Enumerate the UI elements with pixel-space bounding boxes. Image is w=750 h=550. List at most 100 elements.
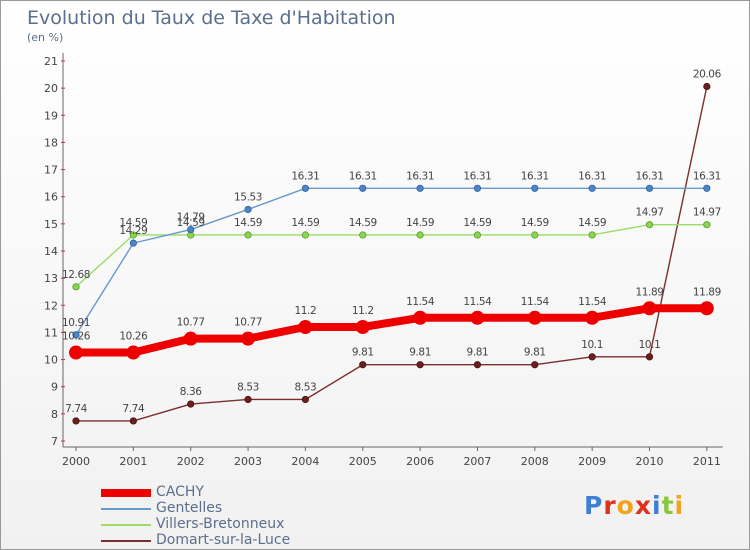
data-point-domart-sur-la-luce [645, 353, 654, 361]
proxiti-logo: Proxiti [584, 491, 685, 520]
data-point-domart-sur-la-luce [473, 361, 482, 369]
data-point-villers-bretonneux [588, 231, 596, 239]
data-label-cachy: 11.2 [295, 305, 317, 317]
data-point-domart-sur-la-luce [244, 395, 252, 404]
data-point-cachy [642, 301, 657, 316]
data-label-domart-sur-la-luce: 20.06 [693, 69, 722, 81]
chart-unit-label: (en %) [27, 31, 64, 44]
y-tick-label: 9 [51, 381, 58, 394]
data-label-villers-bretonneux: 14.59 [349, 217, 377, 229]
data-label-cachy: 11.54 [463, 296, 492, 308]
data-point-cachy [241, 331, 256, 346]
data-label-gentelles: 14.79 [177, 212, 205, 224]
data-point-gentelles [531, 184, 539, 192]
data-label-cachy: 10.77 [234, 317, 262, 329]
legend-label-villers-bretonneux: Villers-Bretonneux [156, 516, 285, 532]
series-line-domart-sur-la-luce [76, 86, 708, 422]
y-tick-label: 7 [51, 435, 58, 448]
data-label-gentelles: 16.31 [693, 170, 721, 182]
data-point-gentelles [129, 239, 137, 247]
data-label-domart-sur-la-luce: 9.81 [467, 347, 489, 359]
y-tick-label: 15 [44, 218, 58, 231]
data-label-domart-sur-la-luce: 10.1 [639, 339, 661, 351]
x-tick-label: 2008 [521, 455, 549, 468]
data-label-gentelles: 16.31 [291, 170, 319, 182]
y-tick-label: 21 [44, 55, 58, 68]
y-tick-label: 16 [44, 191, 58, 204]
data-point-gentelles [473, 184, 482, 192]
data-point-gentelles [187, 225, 195, 234]
data-point-gentelles [72, 331, 80, 339]
data-label-cachy: 11.54 [578, 296, 607, 308]
data-label-gentelles: 16.31 [349, 170, 377, 182]
data-label-domart-sur-la-luce: 9.81 [352, 347, 374, 359]
data-point-domart-sur-la-luce [301, 395, 309, 404]
data-point-gentelles [359, 184, 367, 192]
data-label-villers-bretonneux: 14.59 [291, 217, 319, 229]
data-point-villers-bretonneux [531, 231, 539, 239]
y-tick-label: 14 [44, 245, 58, 258]
y-tick-label: 10 [44, 354, 58, 367]
data-point-domart-sur-la-luce [703, 82, 711, 91]
data-point-villers-bretonneux [244, 231, 252, 239]
data-label-cachy: 10.77 [177, 317, 205, 329]
data-label-villers-bretonneux: 14.59 [578, 217, 606, 229]
data-label-villers-bretonneux: 14.59 [406, 217, 434, 229]
data-label-villers-bretonneux: 14.59 [521, 217, 549, 229]
series-line-gentelles [75, 187, 707, 336]
data-label-domart-sur-la-luce: 8.36 [180, 386, 202, 398]
data-point-domart-sur-la-luce [588, 353, 596, 361]
data-label-domart-sur-la-luce: 7.74 [122, 403, 144, 415]
data-label-domart-sur-la-luce: 8.53 [295, 381, 317, 393]
chart-title: Evolution du Taux de Taxe d'Habitation [27, 7, 396, 29]
y-tick-label: 19 [44, 109, 58, 122]
y-tick-label: 11 [44, 326, 58, 339]
data-label-gentelles: 15.53 [234, 191, 262, 203]
data-point-gentelles [416, 184, 424, 192]
data-point-cachy [699, 301, 714, 316]
x-tick-label: 2006 [406, 455, 434, 468]
y-tick-label: 8 [51, 408, 58, 421]
data-point-domart-sur-la-luce [416, 361, 424, 369]
data-point-villers-bretonneux [416, 231, 424, 239]
data-label-villers-bretonneux: 14.59 [119, 217, 147, 229]
series-line-cachy [76, 304, 707, 357]
data-point-gentelles [588, 184, 596, 192]
data-label-cachy: 11.2 [352, 305, 374, 317]
y-tick-label: 17 [44, 164, 58, 177]
data-label-domart-sur-la-luce: 10.1 [581, 339, 603, 351]
data-point-cachy [126, 345, 141, 360]
data-point-cachy [413, 310, 428, 325]
data-point-domart-sur-la-luce [187, 400, 195, 408]
y-tick-label: 18 [44, 136, 58, 149]
data-point-cachy [298, 320, 313, 334]
data-point-gentelles [703, 184, 711, 192]
data-point-villers-bretonneux [72, 283, 80, 291]
data-label-villers-bretonneux: 14.97 [693, 207, 721, 219]
x-tick-label: 2010 [636, 455, 664, 468]
legend-label-domart-sur-la-luce: Domart-sur-la-Luce [156, 532, 291, 548]
y-tick-label: 12 [44, 299, 58, 312]
data-point-cachy [69, 345, 83, 360]
legend-label-gentelles: Gentelles [156, 500, 223, 516]
x-tick-label: 2000 [62, 455, 90, 468]
legend-swatch-villers-bretonneux [101, 524, 151, 526]
data-point-cachy [183, 331, 198, 346]
data-label-villers-bretonneux: 14.97 [635, 207, 663, 219]
data-label-villers-bretonneux: 12.68 [62, 269, 90, 281]
data-label-gentelles: 16.31 [635, 170, 663, 182]
data-point-gentelles [301, 184, 309, 192]
data-label-villers-bretonneux: 14.59 [463, 217, 491, 229]
legend-label-cachy: CACHY [156, 484, 204, 500]
y-tick-label: 20 [44, 82, 58, 95]
data-label-villers-bretonneux: 14.59 [234, 217, 262, 229]
x-tick-label: 2005 [349, 455, 377, 468]
data-label-domart-sur-la-luce: 7.74 [65, 403, 87, 415]
data-point-villers-bretonneux [129, 231, 137, 239]
data-label-cachy: 10.26 [62, 331, 91, 343]
data-point-cachy [470, 310, 485, 325]
data-label-gentelles: 10.91 [62, 317, 90, 329]
data-label-cachy: 11.89 [635, 286, 663, 298]
x-tick-label: 2002 [177, 455, 205, 468]
